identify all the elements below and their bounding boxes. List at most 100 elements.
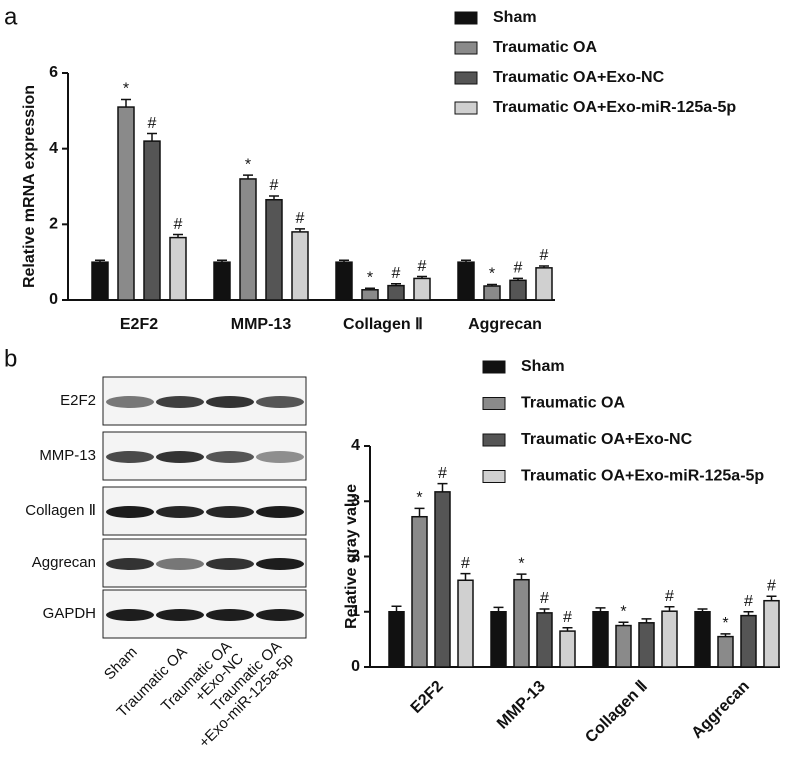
blot-band	[156, 558, 204, 570]
y-tick-label: 2	[351, 548, 360, 565]
blot-row-label: GAPDH	[43, 605, 96, 622]
panel-label: a	[4, 3, 18, 30]
legend-label: Sham	[521, 358, 565, 375]
significance-mark: *	[416, 490, 422, 507]
error-bar	[618, 621, 629, 626]
significance-mark: #	[540, 247, 549, 264]
error-bar	[697, 608, 708, 612]
bar	[387, 284, 405, 301]
legend-swatch	[482, 433, 506, 447]
bar	[763, 599, 780, 668]
error-bar	[539, 608, 550, 613]
legend-swatch	[482, 470, 506, 483]
significance-mark: #	[418, 258, 427, 275]
bar	[536, 612, 553, 668]
legend-label: Traumatic OA+Exo-NC	[521, 431, 693, 448]
legend-label: Sham	[493, 9, 537, 26]
significance-mark: #	[296, 210, 305, 227]
blot-band	[206, 451, 254, 463]
error-bar	[437, 482, 448, 492]
significance-mark: #	[744, 593, 753, 610]
blot-row-label: Aggrecan	[32, 554, 96, 571]
error-bar	[664, 606, 675, 612]
significance-mark: #	[392, 265, 401, 282]
significance-mark: *	[123, 81, 129, 98]
significance-mark: #	[665, 588, 674, 605]
blot-row-label: Collagen Ⅱ	[25, 502, 96, 519]
legend-swatch	[482, 397, 506, 410]
error-bar	[414, 507, 425, 517]
lane-label: Sham	[101, 644, 141, 684]
error-bar	[516, 573, 527, 580]
blot-band	[156, 506, 204, 518]
blot-band	[156, 451, 204, 463]
error-bar	[493, 606, 504, 612]
y-tick-label: 1	[351, 603, 360, 620]
blot-band	[206, 396, 254, 408]
error-bar	[147, 132, 157, 142]
significance-mark: *	[489, 266, 495, 283]
error-bar	[339, 259, 349, 263]
legend-label: Traumatic OA+Exo-NC	[493, 69, 665, 86]
legend-label: Traumatic OA	[521, 395, 625, 412]
bar	[694, 611, 711, 668]
blot-band	[106, 506, 154, 518]
bar	[213, 261, 231, 301]
bar	[335, 261, 353, 301]
panel-label: b	[4, 345, 17, 372]
legend-swatch	[482, 360, 506, 374]
significance-mark: *	[367, 269, 373, 286]
bar	[483, 285, 501, 301]
error-bar	[173, 233, 183, 238]
bar	[457, 261, 475, 301]
error-bar	[269, 195, 279, 200]
y-tick-label: 0	[351, 658, 360, 675]
blot-row-label: E2F2	[60, 392, 96, 409]
error-bar	[460, 572, 471, 581]
error-bar	[766, 595, 777, 601]
error-bar	[595, 607, 606, 612]
x-tick-label: Aggrecan	[689, 678, 753, 742]
error-bar	[391, 605, 402, 612]
bar	[490, 611, 507, 668]
significance-mark: #	[438, 465, 447, 482]
significance-mark: *	[620, 603, 626, 620]
bar	[535, 267, 553, 301]
bar	[291, 231, 309, 301]
blot-band	[206, 558, 254, 570]
error-bar	[539, 265, 549, 268]
significance-mark: #	[461, 555, 470, 572]
blot-band	[106, 558, 154, 570]
y-axis-label: Relative mRNA expression	[21, 85, 38, 288]
legend-swatch	[454, 101, 478, 115]
bar	[265, 198, 283, 301]
blot-band	[256, 558, 304, 570]
bar	[411, 515, 428, 668]
significance-mark: #	[767, 577, 776, 594]
bar	[434, 491, 451, 668]
bar	[91, 261, 109, 301]
bar	[388, 611, 405, 668]
y-tick-label: 4	[49, 140, 58, 157]
bar	[717, 635, 734, 668]
x-tick-label: Aggrecan	[468, 316, 542, 333]
significance-mark: *	[518, 555, 524, 572]
y-axis-label: Relative gray value	[343, 484, 360, 629]
blot-row-label: MMP-13	[39, 447, 96, 464]
legend-swatch	[454, 71, 478, 85]
bar	[509, 279, 527, 301]
bar	[143, 140, 161, 301]
blot-band	[206, 609, 254, 621]
error-bar	[95, 259, 105, 263]
error-bar	[391, 282, 401, 286]
bar	[513, 578, 530, 668]
x-tick-label: MMP-13	[494, 678, 549, 733]
blot-band	[156, 609, 204, 621]
significance-mark: #	[270, 177, 279, 194]
bar	[559, 630, 576, 668]
error-bar	[365, 287, 375, 290]
error-bar	[562, 627, 573, 632]
error-bar	[487, 283, 497, 287]
error-bar	[217, 259, 227, 263]
